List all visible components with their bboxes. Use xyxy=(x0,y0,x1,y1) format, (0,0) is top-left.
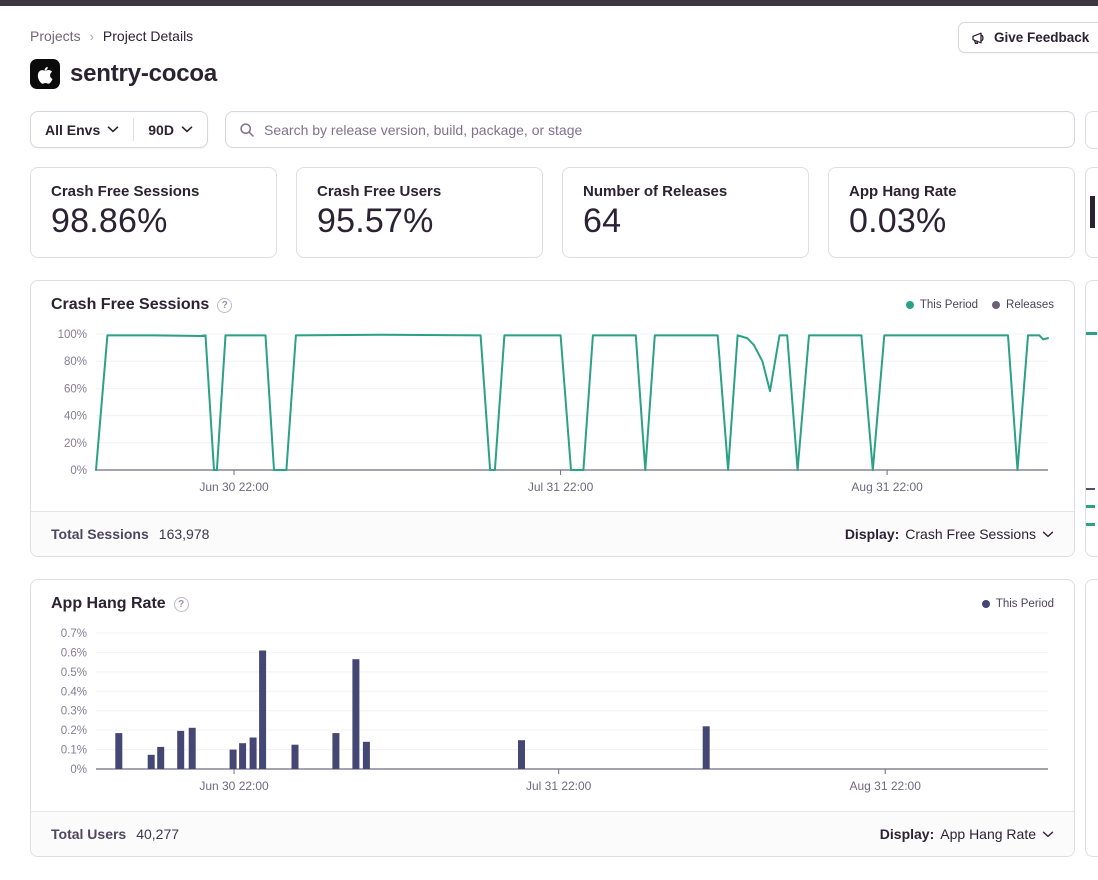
legend-item-this-period[interactable]: This Period xyxy=(906,299,978,311)
svg-text:0%: 0% xyxy=(70,465,87,477)
svg-text:Jul 31 22:00: Jul 31 22:00 xyxy=(526,779,592,793)
clipped-card-edge xyxy=(1085,111,1098,149)
clipped-panel-edge xyxy=(1085,579,1098,857)
give-feedback-button[interactable]: Give Feedback xyxy=(958,22,1098,53)
svg-text:40%: 40% xyxy=(64,411,87,423)
legend-dot xyxy=(982,600,990,608)
app-hang-rate-chart[interactable]: 0% 0.1% 0.2% 0.3% 0.4% 0.5% 0.6% 0.7% Jun 30 22:… xyxy=(31,621,1076,799)
stat-label: Crash Free Sessions xyxy=(51,183,256,200)
date-range-selector[interactable]: 90D xyxy=(134,112,207,147)
svg-text:0%: 0% xyxy=(70,764,87,776)
total-users-label: Total Users xyxy=(51,826,126,842)
chevron-down-icon xyxy=(107,126,119,133)
svg-text:Aug 31 22:00: Aug 31 22:00 xyxy=(850,779,922,793)
page-title: sentry-cocoa xyxy=(70,60,217,88)
stat-label: Number of Releases xyxy=(583,183,788,200)
help-question-icon[interactable]: ? xyxy=(174,597,189,612)
clipped-panel-edge xyxy=(1085,280,1098,557)
legend-label: This Period xyxy=(920,299,978,311)
stat-value: 0.03% xyxy=(849,202,1054,241)
panel-title: App Hang Rate xyxy=(51,595,166,613)
display-value: Crash Free Sessions xyxy=(905,526,1036,542)
svg-text:Aug 31 22:00: Aug 31 22:00 xyxy=(851,480,923,494)
stat-value: 95.57% xyxy=(317,202,522,241)
clipped-stat-text xyxy=(1090,196,1095,228)
display-label: Display: xyxy=(845,526,899,542)
help-question-icon[interactable]: ? xyxy=(217,298,232,313)
crash-free-sessions-panel: Crash Free Sessions ? This Period Releas… xyxy=(30,280,1075,557)
svg-text:0.5%: 0.5% xyxy=(61,667,87,679)
legend-label: Releases xyxy=(1006,299,1054,311)
svg-text:Jul 31 22:00: Jul 31 22:00 xyxy=(528,480,594,494)
stat-card-crash-free-users: Crash Free Users 95.57% xyxy=(296,167,543,258)
date-range-selector-label: 90D xyxy=(148,122,174,138)
give-feedback-label: Give Feedback xyxy=(994,30,1089,45)
svg-text:Jun 30 22:00: Jun 30 22:00 xyxy=(199,779,269,793)
svg-text:0.6%: 0.6% xyxy=(61,647,87,659)
chevron-down-icon xyxy=(1042,531,1054,538)
svg-text:20%: 20% xyxy=(64,438,87,450)
breadcrumb-current-page: Project Details xyxy=(103,28,193,44)
chevron-down-icon xyxy=(181,126,193,133)
panel-title: Crash Free Sessions xyxy=(51,296,209,314)
stat-card-crash-free-sessions: Crash Free Sessions 98.86% xyxy=(30,167,277,258)
svg-text:0.2%: 0.2% xyxy=(61,725,87,737)
legend-item-releases[interactable]: Releases xyxy=(992,299,1054,311)
chart-legend: This Period Releases xyxy=(906,299,1054,311)
crash-free-sessions-chart[interactable]: 0% 20% 40% 60% 80% 100% Jun 30 22:00 Jul 31 22:… xyxy=(31,321,1076,499)
window-top-bar xyxy=(0,0,1098,6)
filter-button-group: All Envs 90D xyxy=(30,111,208,148)
svg-text:60%: 60% xyxy=(64,383,87,395)
apple-platform-icon xyxy=(30,59,60,89)
breadcrumb: Projects › Project Details xyxy=(30,28,193,44)
search-icon xyxy=(239,122,255,138)
total-sessions-label: Total Sessions xyxy=(51,526,149,542)
svg-text:0.7%: 0.7% xyxy=(61,628,87,640)
svg-text:Jun 30 22:00: Jun 30 22:00 xyxy=(199,480,269,494)
release-search-bar xyxy=(225,111,1075,148)
svg-text:0.1%: 0.1% xyxy=(61,745,87,757)
environment-selector-label: All Envs xyxy=(45,122,100,138)
app-hang-rate-panel: App Hang Rate ? This Period 0% 0.1% 0.2% 0.… xyxy=(30,579,1075,857)
legend-dot xyxy=(906,301,914,309)
display-metric-selector[interactable]: Display: Crash Free Sessions xyxy=(845,526,1054,542)
stat-label: Crash Free Users xyxy=(317,183,522,200)
total-users-value: 40,277 xyxy=(136,826,179,842)
megaphone-icon xyxy=(971,30,987,46)
breadcrumb-projects-link[interactable]: Projects xyxy=(30,28,81,44)
legend-item-this-period[interactable]: This Period xyxy=(982,598,1054,610)
svg-text:100%: 100% xyxy=(58,329,87,341)
project-header: sentry-cocoa xyxy=(30,59,217,89)
stat-value: 98.86% xyxy=(51,202,256,241)
total-sessions-value: 163,978 xyxy=(159,526,210,542)
legend-label: This Period xyxy=(996,598,1054,610)
clipped-chart-line xyxy=(1086,505,1095,508)
stat-card-app-hang-rate: App Hang Rate 0.03% xyxy=(828,167,1075,258)
search-input[interactable] xyxy=(264,122,1061,138)
svg-text:80%: 80% xyxy=(64,356,87,368)
display-metric-selector[interactable]: Display: App Hang Rate xyxy=(880,826,1054,842)
stat-card-number-of-releases: Number of Releases 64 xyxy=(562,167,809,258)
clipped-chart-line xyxy=(1086,332,1097,335)
svg-text:0.3%: 0.3% xyxy=(61,706,87,718)
environment-selector[interactable]: All Envs xyxy=(31,112,133,147)
breadcrumb-separator-icon: › xyxy=(90,29,94,44)
clipped-chart-line xyxy=(1086,523,1095,526)
stat-label: App Hang Rate xyxy=(849,183,1054,200)
display-value: App Hang Rate xyxy=(940,826,1036,842)
chevron-down-icon xyxy=(1042,831,1054,838)
legend-dot xyxy=(992,301,1000,309)
chart-legend: This Period xyxy=(982,598,1054,610)
clipped-axis-line xyxy=(1086,488,1095,490)
svg-text:0.4%: 0.4% xyxy=(61,686,87,698)
display-label: Display: xyxy=(880,826,934,842)
stat-value: 64 xyxy=(583,202,788,241)
